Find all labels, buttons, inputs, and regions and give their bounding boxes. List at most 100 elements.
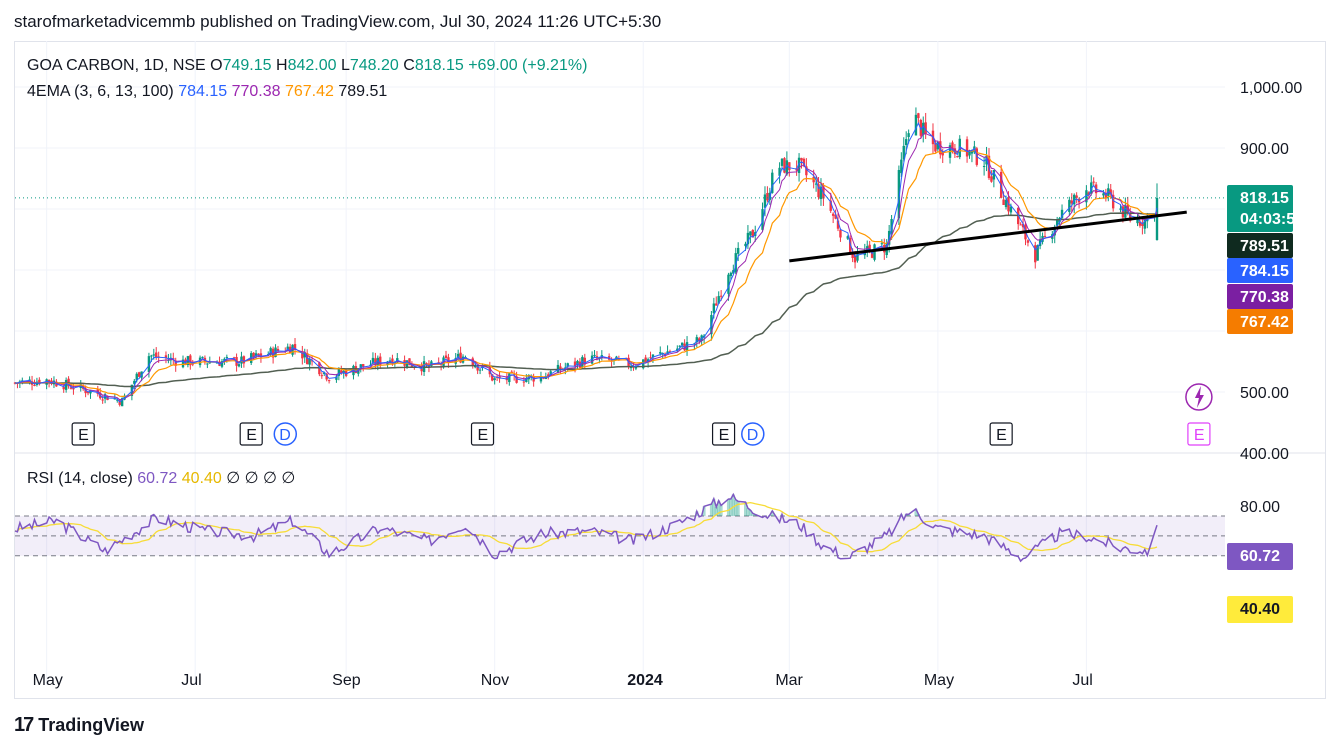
candle-body <box>1075 195 1078 198</box>
candle-body <box>38 379 41 385</box>
candle-body <box>137 372 141 377</box>
price-axis-label: 500.00 <box>1240 385 1289 402</box>
candle-body <box>851 252 854 258</box>
candle-body <box>1021 223 1025 228</box>
tradingview-footer[interactable]: 17 TradingView <box>14 714 144 737</box>
candle-body <box>880 243 884 245</box>
earnings-marker-label: E <box>719 427 730 444</box>
candle-body <box>1102 193 1105 196</box>
candle-body <box>802 158 806 165</box>
candle-body <box>461 356 465 363</box>
rsi-axis-label: 80.00 <box>1240 499 1280 516</box>
time-axis-label: 2024 <box>627 672 663 689</box>
ema-13-line <box>15 149 1158 398</box>
candle-body <box>934 143 937 152</box>
candle-body <box>856 253 859 261</box>
earnings-marker <box>989 422 1013 446</box>
legend-o-value: 749.15 <box>223 57 276 74</box>
candle-body <box>237 364 241 367</box>
candle-body <box>147 356 151 372</box>
ema-6-badge-text: 770.38 <box>1240 289 1289 306</box>
candle-body <box>337 369 341 376</box>
support-trendline <box>789 210 1187 263</box>
price-axis-label: 400.00 <box>1240 446 1289 463</box>
earnings-marker-label: E <box>996 427 1007 444</box>
candle-body <box>254 353 258 357</box>
rsi-ma-badge-text: 40.40 <box>1240 601 1280 618</box>
candle-body <box>257 353 260 356</box>
candle-body <box>525 378 528 382</box>
candle-body <box>69 387 73 389</box>
candle-body <box>559 366 562 371</box>
upcoming-earnings-marker <box>1187 422 1211 446</box>
earnings-marker <box>470 422 495 446</box>
candle-body <box>712 303 716 314</box>
ohlc-legend: GOA CARBON, 1D, NSE O749.15 H842.00 L748… <box>27 57 587 74</box>
candle-body <box>749 231 752 236</box>
rsi-legend-extra: ∅ <box>281 470 295 487</box>
candle-body <box>1087 192 1091 196</box>
legend-c-value: 818.15 <box>415 57 468 74</box>
candle-body <box>425 363 428 365</box>
candle-body <box>493 378 496 380</box>
candle-body <box>646 359 650 362</box>
candle-body <box>225 356 229 358</box>
candle-body <box>727 274 730 294</box>
candle-body <box>805 166 808 176</box>
candle-body <box>719 295 723 297</box>
legend-l-label: L <box>341 57 350 74</box>
earnings-marker <box>239 422 263 446</box>
candle-body <box>323 372 326 374</box>
candle-body <box>936 141 940 150</box>
candle-body <box>174 360 177 366</box>
candle-body <box>391 358 394 365</box>
last-price-badge <box>1227 185 1293 232</box>
candle-body <box>310 360 314 362</box>
candle-body <box>206 363 209 365</box>
rsi-line <box>14 492 1158 563</box>
candle-body <box>459 352 462 363</box>
candle-body <box>1138 221 1142 226</box>
candle-body <box>990 176 993 182</box>
candle-body <box>783 158 786 173</box>
candle-body <box>629 366 633 369</box>
rsi-legend-extra: ∅ <box>245 470 263 487</box>
candle-body <box>1119 208 1122 210</box>
candle-body <box>371 357 375 364</box>
candle-body <box>271 348 275 358</box>
candle-body <box>201 356 204 358</box>
rsi-legend: RSI (14, close) 60.72 40.40 ∅ ∅ ∅ ∅ <box>27 470 295 487</box>
legend-h-value: 842.00 <box>288 57 341 74</box>
ema-6-badge <box>1227 284 1293 309</box>
candle-body <box>1055 220 1059 226</box>
candle-body <box>1009 206 1013 213</box>
legend-change: +69.00 (+9.21%) <box>468 57 587 74</box>
candle-body <box>924 122 927 134</box>
candle-body <box>120 398 124 407</box>
candle-body <box>1124 206 1127 218</box>
candle-body <box>649 357 652 359</box>
candle-body <box>778 167 781 176</box>
ema-3-line <box>14 121 1158 403</box>
candle-body <box>456 353 460 357</box>
ema-legend-value: 789.51 <box>338 83 387 100</box>
price-badges: 818.15 04:03:58 789.51 784.15 770.38 767.42 60… <box>1227 185 1304 623</box>
candle-body <box>763 194 767 208</box>
candle-body <box>113 398 117 400</box>
dividend-marker <box>273 422 298 446</box>
candle-body <box>900 159 903 174</box>
dividend-marker-label: D <box>747 427 759 444</box>
legend: GOA CARBON, 1D, NSE O749.15 H842.00 L748… <box>27 57 587 487</box>
candle-body <box>736 247 740 254</box>
candle-body <box>288 346 292 354</box>
time-axis-label: May <box>33 672 63 689</box>
dividend-marker-label: D <box>279 427 291 444</box>
ema-legend-value: 767.42 <box>285 83 338 100</box>
candle-body <box>116 399 119 401</box>
candle-body <box>320 375 324 377</box>
candle-body <box>327 380 331 382</box>
candle-body <box>788 162 791 171</box>
published-header: starofmarketadvicemmb published on Tradi… <box>14 12 662 31</box>
candle-body <box>897 170 901 219</box>
